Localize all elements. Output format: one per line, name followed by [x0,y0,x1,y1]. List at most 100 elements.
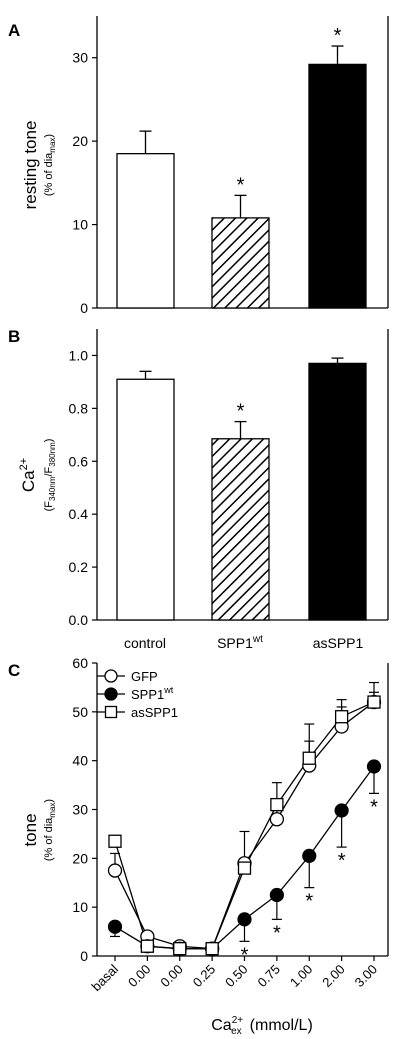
legend-spp1wt-marker [104,687,118,701]
panel-c-significance-star: * [305,891,313,913]
series-point-asspp1 [173,942,187,956]
panel-c-significance-star: * [370,796,378,818]
panel-c-ytick-label: 40 [72,753,88,769]
panel-a-bar [211,217,270,309]
legend-spp1wt-label: SPP1wt [131,685,174,702]
panel-b-category-spp1wt-main: SPP1 [217,635,253,651]
svg-text:(% of diamax): (% of diamax) [43,799,57,861]
series-point-asspp1 [367,695,381,709]
panel-c-significance-star: * [338,850,346,872]
panel-c-ytick-label: 0 [80,948,88,964]
series-point-spp1 [366,759,382,774]
panel-c-xlabel-main: Ca [211,1017,232,1034]
panel-a-ytick-label: 20 [72,133,88,149]
legend-spp1wt-main: SPP1 [131,687,164,702]
panel-c-ytick-label: 50 [72,704,88,720]
series-line-gfp [114,701,375,950]
legend-spp1wt-sup: wt [163,685,173,695]
series-line-asspp1 [114,701,375,950]
series-point-spp1 [334,803,349,818]
panel-b-category-labels: control SPP1wt asSPP1 [124,634,364,651]
svg-text:tone: tone [21,813,40,846]
panel-b-bar [116,378,175,621]
panel-c-significance-star: * [241,944,249,966]
panel-b-significance-star: * [237,401,245,423]
series-point-gfp [107,863,123,878]
panel-b-ytick-label: 0.2 [69,559,89,575]
series-point-spp1 [269,887,284,903]
panel-a-ylabel-sub: (% of dia [43,152,55,196]
panel-a-ylabel-sub-end: ) [43,134,55,138]
legend-gfp-label: GFP [131,669,158,684]
series-point-spp1 [237,912,252,927]
panel-b-ylabel-main: Ca [19,470,38,492]
series-point-asspp1 [334,710,349,724]
panel-b-category-spp1wt-sup: wt [252,634,263,645]
panel-b-category-spp1wt: SPP1wt [217,634,263,651]
panel-b-ytick-label: 1.0 [69,347,89,363]
series-point-asspp1 [205,942,219,956]
panel-a-bar [116,153,175,309]
panel-b-ytick-label: 0.0 [69,612,89,628]
panel-b-ylabel-sub-b: 340nm [48,476,57,501]
panel-c-significance-star: * [273,922,281,944]
panel-b-ylabel-sup: 2+ [18,458,30,471]
panel-c-xtick-label: 0.00 [125,962,154,991]
panel-a-ytick-label: 10 [72,217,88,233]
svg-text:resting tone: resting tone [21,121,40,210]
series-point-gfp [269,812,285,827]
panel-a-ytick-label: 30 [72,50,88,66]
legend-asspp1-marker [104,705,118,719]
panel-b-ylabel-sub-d: 380nm [48,442,57,467]
panel-c-ytick-label: 60 [72,655,88,671]
panel-c-ylabel-sub-end: ) [43,799,55,803]
panel-a-significance-star: * [334,25,342,47]
panel-a-letter: A [8,21,20,40]
panel-c-ylabel-sub-sub: max [48,803,57,818]
panel-a-ylabel-main: resting tone [21,121,40,210]
panel-b-bar [308,362,367,621]
svg-text:(F340nm/F380nm): (F340nm/F380nm) [43,439,57,512]
panel-c-xlabel-sup: 2+ [232,1015,244,1026]
panel-c-ytick-label: 10 [72,899,88,915]
panel-c-xtick-label: 2.00 [319,962,348,991]
panel-b-ylabel-sub-e: ) [43,439,55,443]
series-point-asspp1 [237,861,252,875]
panel-b-bar [211,438,270,621]
panel-c-ylabel: tone (% of diamax) [21,799,57,861]
panel-c-xtick-label: 0.25 [190,962,219,991]
panel-c-ytick-label: 20 [72,850,88,866]
panel-b-ytick-label: 0.8 [69,400,89,416]
panel-b-ytick-label: 0.6 [69,453,89,469]
panel-b-ylabel-sub-c: /F [43,466,55,476]
panel-c-xtick-label: 3.00 [352,962,381,991]
panel-b-ylabel: Ca2+ (F340nm/F380nm) [18,439,57,512]
panel-c-xtick-label: 0.75 [254,962,283,991]
panel-b-ytick-label: 0.4 [69,506,89,522]
svg-text:Ca2+: Ca2+ [18,458,38,492]
legend-gfp-marker [104,669,118,683]
panel-c-legend: GFP SPP1wt asSPP1 [97,669,178,720]
panel-c-letter: C [8,661,20,680]
panel-c-ylabel-sub: (% of dia [43,817,55,861]
series-point-spp1 [302,848,317,863]
panel-b-ylabel-sub-a: (F [43,501,55,512]
panel-a-significance-star: * [237,174,245,196]
legend-asspp1-label: asSPP1 [131,705,178,720]
panel-a-ylabel: resting tone (% of diamax) [21,121,57,210]
panel-c-xlabel: Ca2+ ex (mmol/L) [211,1015,313,1037]
panel-c-xtick-label: 1.00 [287,962,316,991]
panel-c-ytick-label: 30 [72,802,88,818]
panel-a-ytick-label: 0 [80,300,88,316]
panel-c-xtick-label: basal [89,961,122,994]
series-point-asspp1 [108,834,122,848]
series-point-asspp1 [302,751,316,765]
panel-c-ylabel-main: tone [21,813,40,846]
series-point-asspp1 [270,797,284,812]
panel-b-category-asspp1: asSPP1 [313,635,364,651]
panel-a-bar [308,63,367,309]
panel-b-letter: B [8,327,20,346]
panel-a-ylabel-sub-sub: max [48,138,57,153]
panel-c-xlabel-unit: (mmol/L) [250,1017,313,1034]
